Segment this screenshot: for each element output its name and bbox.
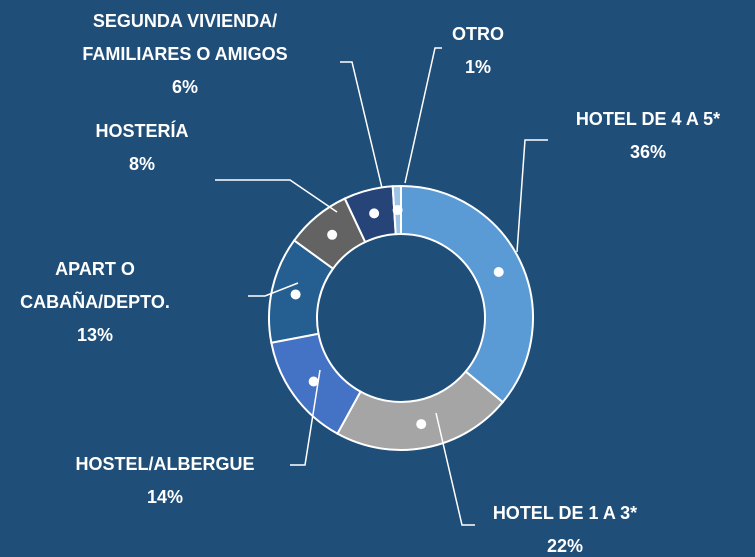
leader-line — [248, 282, 299, 297]
label-dot — [290, 289, 301, 300]
category-name: SEGUNDA VIVIENDA/ FAMILIARES O AMIGOS — [82, 11, 288, 64]
category-name: HOTEL DE 1 A 3* — [492, 503, 638, 523]
slice-label: APART O CABAÑA/DEPTO. 13% — [20, 253, 170, 352]
category-name: OTRO — [452, 24, 504, 44]
slice-label: OTRO 1% — [452, 18, 504, 84]
slice-label: HOSTEL/ALBERGUE 14% — [75, 448, 254, 514]
percent-label: 14% — [146, 487, 184, 507]
category-name: HOSTEL/ALBERGUE — [75, 454, 255, 474]
slice-label: HOTEL DE 4 A 5* 36% — [576, 103, 720, 169]
leader-line — [340, 61, 383, 189]
label-dot — [327, 229, 338, 240]
percent-label: 8% — [128, 154, 156, 174]
percent-label: 36% — [629, 142, 667, 162]
percent-label: 22% — [546, 536, 584, 556]
slice-label: HOTEL DE 1 A 3* 22% — [493, 497, 637, 557]
leader-line — [215, 179, 338, 213]
donut-segment — [336, 370, 505, 451]
slice-label: HOSTERÍA 8% — [95, 115, 188, 181]
label-dot — [392, 205, 403, 216]
slice-label: SEGUNDA VIVIENDA/ FAMILIARES O AMIGOS 6% — [82, 5, 287, 104]
category-name: HOSTERÍA — [95, 121, 189, 141]
leader-line — [290, 369, 321, 466]
label-dot — [416, 419, 427, 430]
leader-line — [516, 139, 548, 253]
category-name: HOTEL DE 4 A 5* — [575, 109, 721, 129]
category-name: APART O CABAÑA/DEPTO. — [20, 259, 170, 312]
label-dot — [308, 376, 319, 387]
label-dot — [369, 208, 380, 219]
leader-line — [404, 47, 442, 184]
percent-label: 13% — [76, 325, 114, 345]
leader-line — [435, 412, 475, 526]
percent-label: 6% — [171, 77, 198, 97]
percent-label: 1% — [464, 57, 491, 77]
donut-segment — [400, 184, 534, 404]
label-dot — [493, 267, 504, 278]
